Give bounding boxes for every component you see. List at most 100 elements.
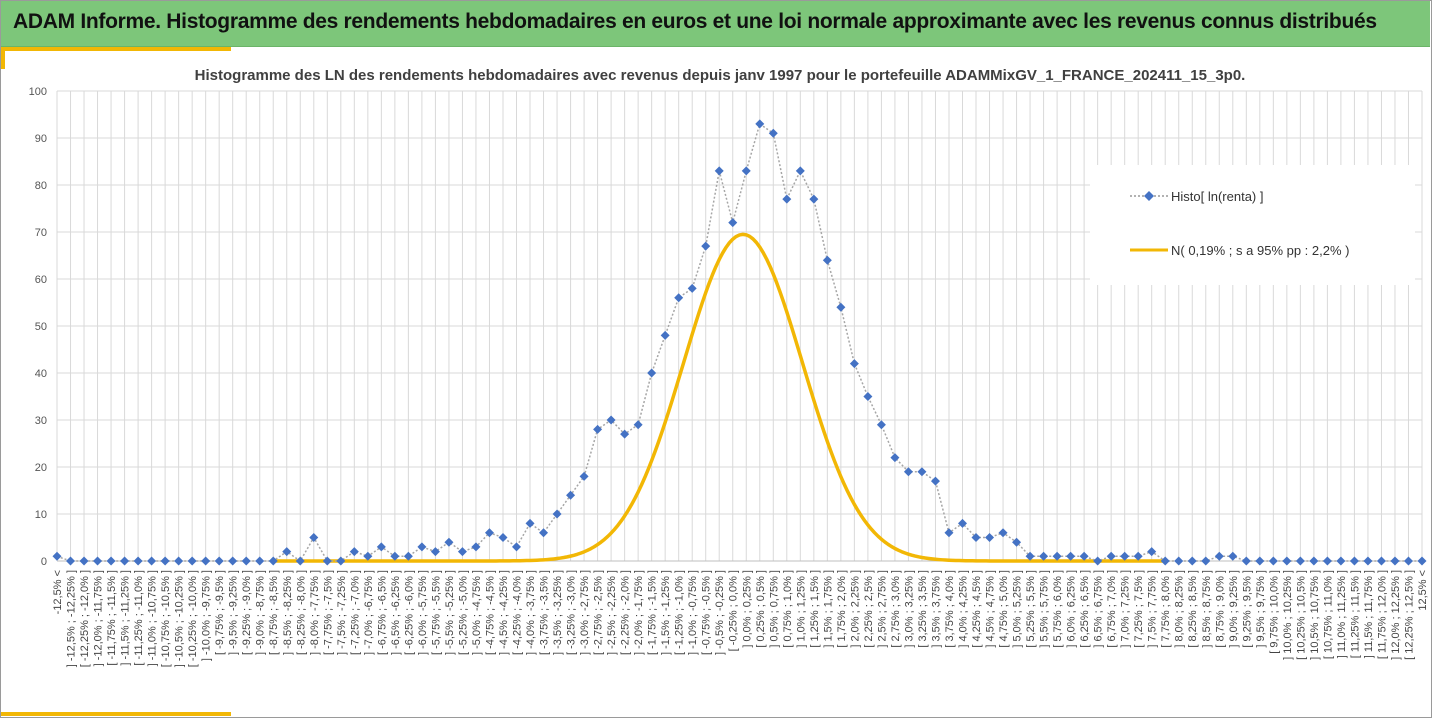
histo-point [1228,551,1238,561]
histo-point [674,293,684,303]
x-tick-label: [ 7,75% ; 8,0% ] [1160,570,1172,648]
histo-point [1322,556,1332,566]
histo-point [633,420,643,430]
report-title: ADAM Informe. Histogramme des rendements… [13,10,1377,33]
histo-point [471,542,481,552]
x-tick-label: ] -9,5% ; -9,25% ] [228,570,240,655]
x-tick-label: ] 9,0% ; 9,25% ] [1228,570,1240,648]
x-tick-label: [ -0,75% ; -0,5% ] [701,570,713,655]
histo-point [1390,556,1400,566]
x-tick-label: [ 1,25% ; 1,5% ] [809,570,821,648]
y-tick-label: 20 [35,462,47,474]
x-tick-label: [ -8,75% ; -8,5% ] [268,570,280,655]
legend: Histo[ ln(renta) ] N( 0,19% ; s a 95% pp… [1090,165,1415,285]
histo-series-line [56,122,1422,563]
x-tick-label: [ -5,25% ; -5,0% ] [457,570,469,655]
histo-point [1120,551,1130,561]
histo-point [160,556,170,566]
histo-point [647,368,657,378]
histo-point [863,392,873,401]
histo-point [1174,556,1184,566]
y-tick-label: 30 [35,415,47,427]
x-tick-label: ] -11,5% ; -11,25% ] [120,570,132,666]
histo-point [741,166,751,176]
x-tick-label: ] 4,0% ; 4,25% ] [957,570,969,648]
x-tick-label: ] -7,0% ; -6,75% ] [363,570,375,655]
histo-point [403,551,413,561]
histo-point [620,429,630,439]
histo-point [444,537,454,547]
x-tick-label: [ 3,75% ; 4,0% ] [944,570,956,648]
x-tick-label: [ 3,25% ; 3,5% ] [917,570,929,648]
y-tick-label: 50 [35,321,47,333]
x-tick-label: ] -4,5% ; -4,25% ] [498,570,510,655]
histo-point [890,453,900,463]
x-tick-label: ] -5,0% ; -4,75% ] [471,570,483,655]
x-tick-label: [ 5,25% ; 5,5% ] [1025,570,1037,648]
histo-point [1201,556,1211,566]
histo-point [498,533,508,542]
histo-point [998,528,1008,538]
x-tick-label: [ 10,25% ; 10,5% ] [1295,570,1307,660]
x-tick-label: ] 1,5% ; 1,75% ] [822,570,834,648]
x-tick-label: ] 11,5% ; 11,75% ] [1363,570,1375,658]
x-tick-label: [ 6,25% ; 6,5% ] [1079,570,1091,648]
y-tick-label: 90 [35,133,47,145]
histo-point [1417,556,1427,566]
histo-point [701,241,711,251]
x-tick-label: [ -5,75% ; -5,5% ] [430,570,442,655]
y-tick-label: 40 [35,368,47,380]
x-tick-label: [ -11,25% ; -11,0% ] [133,570,145,666]
x-tick-label: [ 1,75% ; 2,0% ] [836,570,848,648]
x-tick-label: ] 9,5% ; 9,75% ] [1255,570,1267,648]
x-tick-label: ] 0,0% ; 0,25% ] [741,570,753,648]
report-header: ADAM Informe. Histogramme des rendements… [1,1,1430,47]
x-tick-label: ] 0,5% ; 0,75% ] [768,570,780,648]
x-tick-label: ] -11,0% ; -10,75% ] [147,570,159,666]
histo-point [1079,551,1089,561]
x-tick-label: ] 12,0% ; 12,25% ] [1390,570,1402,660]
x-tick-label: [ -2,25% ; -2,0% ] [620,570,632,655]
x-tick-label: ] 6,0% ; 6,25% ] [1066,570,1078,648]
x-tick-label: [ -11,75% ; -11,5% ] [106,570,118,666]
x-tick-label: [ 8,75% ; 9,0% ] [1214,570,1226,648]
histo-point [187,556,197,566]
histo-point [106,556,116,566]
histo-point [687,283,697,293]
x-tick-label: [ 0,75% ; 1,0% ] [782,570,794,648]
histo-point [1025,551,1035,561]
histo-point [566,490,576,500]
histo-point [133,556,143,566]
x-tick-label: ] 2,0% ; 2,25% ] [849,570,861,648]
histo-point [525,518,535,528]
histo-point [1349,556,1359,566]
histo-point [1160,556,1170,566]
x-tick-label: ] -10,5% ; -10,25% ] [174,570,186,667]
histo-point [1376,556,1386,566]
legend-normal-label: N( 0,19% ; s a 95% pp : 2,2% ) [1171,243,1349,258]
x-tick-label: ] -0,5% ; -0,25% ] [714,570,726,655]
accent-bar-top [1,47,231,51]
x-tick-label: ] 5,0% ; 5,25% ] [1012,570,1024,648]
histo-point [390,551,400,561]
x-tick-label: ] 2,5% ; 2,75% ] [876,570,888,648]
histo-point [322,556,332,566]
x-tick-label: ] 10,0% ; 10,25% ] [1282,570,1294,660]
x-axis-ticks: -12,5% <] -12,5% ; -12,25% ][ -12,25% ; … [52,570,1429,667]
x-tick-label: [ -2,75% ; -2,5% ] [593,570,605,655]
x-tick-label: [ 2,75% ; 3,0% ] [890,570,902,648]
histo-point [782,194,792,204]
accent-bar-bottom [1,712,231,716]
histo-point [295,556,305,566]
gridlines [56,90,1423,562]
x-tick-label: ] 6,5% ; 6,75% ] [1093,570,1105,648]
x-tick-label: [ -10,75% ; -10,5% ] [160,570,172,667]
histo-point [876,420,886,430]
histo-point [728,218,738,228]
legend-histo-marker [1144,191,1154,201]
x-tick-label: [ -9,75% ; -9,5% ] [214,570,226,655]
histo-point [579,471,589,481]
histo-point [255,556,265,566]
histo-point [1106,551,1116,561]
